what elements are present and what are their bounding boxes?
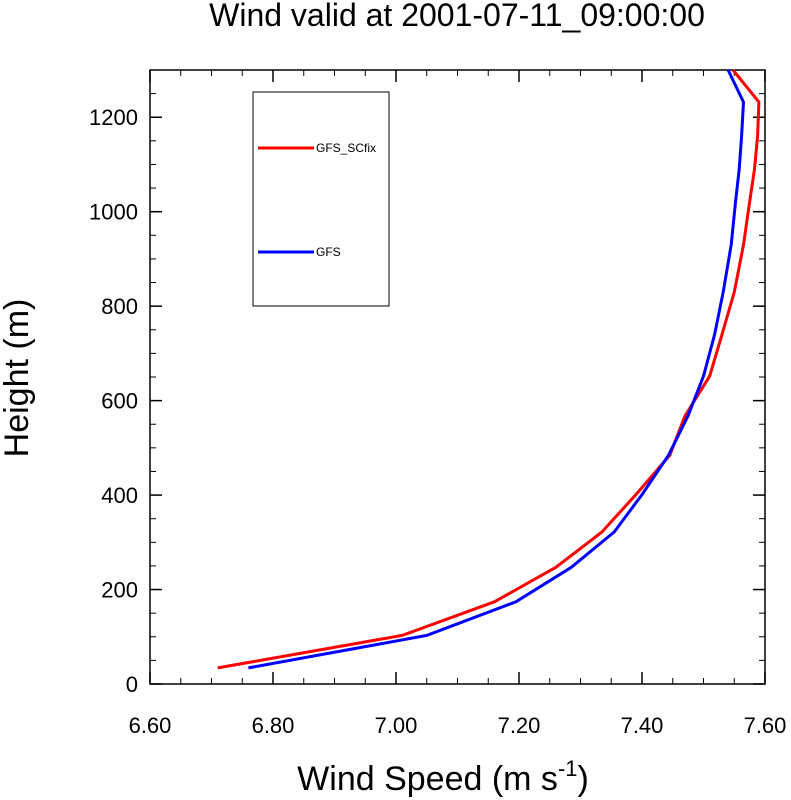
series-line-gfs-scfix: [217, 69, 761, 670]
y-tick-label: 0: [126, 672, 138, 697]
x-tick-labels: 6.60 6.80 7.00 7.20 7.40 7.60: [129, 713, 787, 738]
x-tick-label: 7.60: [744, 713, 787, 738]
legend-label: GFS: [316, 245, 341, 259]
y-tick-label: 1200: [89, 105, 138, 130]
y-tick-label: 200: [101, 578, 138, 603]
y-tick-label: 800: [101, 294, 138, 319]
series-line-gfs: [248, 69, 745, 670]
y-axis-label: Height (m): [0, 299, 36, 458]
x-tick-label: 7.40: [621, 713, 664, 738]
plot-area: [149, 69, 766, 685]
x-tick-label: 7.00: [375, 713, 418, 738]
x-tick-label: 6.80: [252, 713, 295, 738]
minor-ticks: [149, 69, 766, 685]
y-tick-labels: 0 200 400 600 800 1000 1200: [89, 105, 138, 697]
x-tick-label: 6.60: [129, 713, 172, 738]
x-axis-label: Wind Speed (m s-1): [297, 756, 589, 798]
major-ticks: [149, 70, 766, 685]
x-axis-label-superscript: -1: [558, 756, 578, 781]
y-tick-label: 400: [101, 483, 138, 508]
plot-frame: [149, 69, 766, 685]
x-tick-label: 7.20: [498, 713, 541, 738]
y-tick-label: 600: [101, 389, 138, 414]
series-lines: [217, 69, 761, 670]
y-tick-label: 1000: [89, 200, 138, 225]
legend-box: [252, 91, 390, 307]
legend-label: GFS_SCfix: [316, 141, 376, 155]
legend: GFS_SCfix GFS: [252, 91, 390, 307]
chart-title: Wind valid at 2001-07-11_09:00:00: [209, 0, 705, 33]
